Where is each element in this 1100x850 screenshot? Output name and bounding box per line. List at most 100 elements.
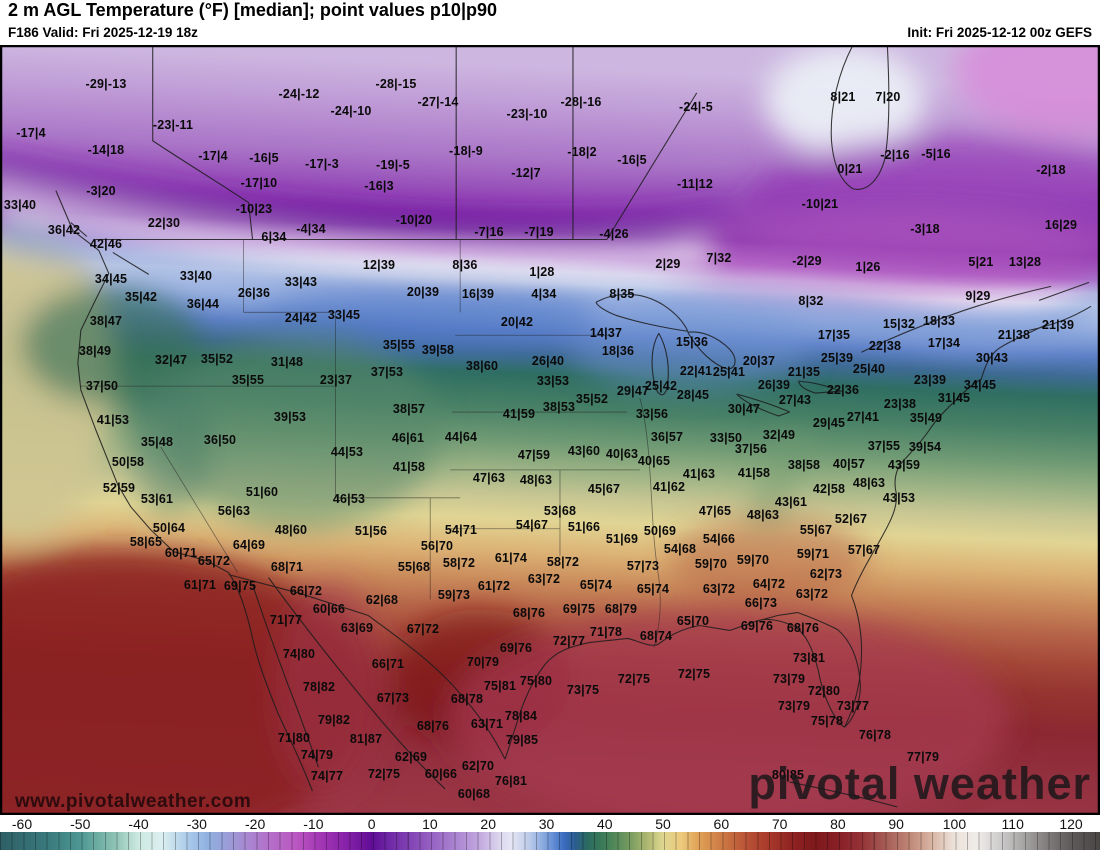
point-value-p10p90: -17|4 — [16, 125, 46, 140]
point-value-p10p90: 60|66 — [424, 766, 458, 781]
point-value-p10p90: 60|66 — [312, 601, 346, 616]
page-title: 2 m AGL Temperature (°F) [median]; point… — [8, 0, 497, 20]
point-value-p10p90: 35|42 — [124, 289, 158, 304]
point-value-p10p90: 71|78 — [589, 624, 623, 639]
point-value-p10p90: -11|12 — [677, 176, 713, 191]
point-value-p10p90: 23|38 — [883, 396, 917, 411]
point-value-p10p90: 68|74 — [639, 628, 673, 643]
point-value-p10p90: 20|37 — [742, 353, 776, 368]
point-value-p10p90: -5|16 — [921, 146, 951, 161]
vancouver-island-line — [70, 222, 150, 275]
temperature-map: -29|-13 -24|-12 -24|-10 -28|-15 -27|-14 -23|-… — [0, 45, 1100, 815]
point-value-p10p90: 66|72 — [289, 583, 323, 598]
point-value-p10p90: 36|57 — [650, 429, 684, 444]
colorbar-tick-labels: -60 -50 -40 -30 -20 -10 0 10 20 30 40 50 60 70 80 90 100… — [0, 815, 1100, 832]
colorbar-tick-70: 70 — [771, 816, 788, 832]
mexico-west-coast-line — [268, 577, 446, 790]
point-value-p10p90: 72|75 — [367, 766, 401, 781]
point-value-p10p90: 68|79 — [604, 601, 638, 616]
point-value-p10p90: 68|76 — [416, 718, 450, 733]
point-value-p10p90: 66|73 — [744, 595, 778, 610]
colorbar-tick--30: -30 — [186, 816, 207, 832]
point-value-p10p90: 62|68 — [365, 592, 399, 607]
us-mexico-border-line — [228, 574, 506, 760]
point-value-p10p90: 60|71 — [164, 545, 198, 560]
point-value-p10p90: 31|48 — [270, 354, 304, 369]
point-value-p10p90: -3|18 — [910, 221, 940, 236]
point-value-p10p90: 38|53 — [542, 399, 576, 414]
point-value-p10p90: 60|68 — [457, 786, 491, 801]
point-value-p10p90: 42|58 — [812, 481, 846, 496]
point-value-p10p90: 23|39 — [913, 372, 947, 387]
point-value-p10p90: 65|72 — [197, 553, 231, 568]
point-value-p10p90: 54|71 — [444, 522, 478, 537]
map-frame — [1, 46, 1099, 814]
point-value-p10p90: 65|74 — [579, 577, 613, 592]
colorbar-tick-60: 60 — [713, 816, 730, 832]
point-value-p10p90: 21|39 — [1041, 317, 1075, 332]
point-value-p10p90: 16|29 — [1044, 217, 1078, 232]
point-value-p10p90: 73|75 — [566, 682, 600, 697]
point-value-p10p90: 48|60 — [274, 522, 308, 537]
point-value-p10p90: 75|81 — [483, 678, 517, 693]
lake-ontario-outline — [798, 380, 843, 394]
point-value-p10p90: 6|34 — [261, 229, 287, 244]
point-value-p10p90: 32|49 — [762, 427, 796, 442]
colorbar-tick--20: -20 — [244, 816, 266, 832]
point-value-p10p90: -16|5 — [249, 150, 279, 165]
point-value-p10p90: 51|56 — [354, 523, 388, 538]
point-value-p10p90: 41|58 — [737, 465, 771, 480]
point-value-p10p90: 67|72 — [406, 621, 440, 636]
lake-erie-outline — [736, 393, 791, 417]
point-value-p10p90: 35|52 — [200, 351, 234, 366]
gulf-coast-line — [504, 611, 798, 760]
point-value-p10p90: 59|71 — [796, 546, 830, 561]
point-value-p10p90: 47|63 — [472, 470, 506, 485]
point-value-p10p90: 64|72 — [752, 576, 786, 591]
point-value-p10p90: 1|26 — [855, 259, 881, 274]
point-value-p10p90: 30|43 — [975, 350, 1009, 365]
point-value-p10p90: 58|65 — [129, 534, 163, 549]
point-value-p10p90: 63|71 — [470, 716, 504, 731]
point-value-p10p90: 43|61 — [774, 494, 808, 509]
point-value-p10p90: 27|43 — [778, 392, 812, 407]
point-value-p10p90: -4|26 — [599, 226, 629, 241]
temperature-anomaly-blobs — [1, 46, 1099, 814]
point-value-p10p90: 15|32 — [882, 316, 916, 331]
point-value-p10p90: 44|64 — [444, 429, 478, 444]
st-lawrence-line — [861, 285, 1052, 353]
point-value-p10p90: 73|79 — [777, 698, 811, 713]
lake-huron-outline — [687, 331, 736, 370]
point-value-p10p90: 21|38 — [997, 327, 1031, 342]
point-value-p10p90: 80|85 — [771, 767, 805, 782]
point-value-p10p90: 41|62 — [652, 479, 686, 494]
point-value-p10p90: 39|53 — [273, 409, 307, 424]
point-value-p10p90: 69|75 — [223, 578, 257, 593]
point-value-p10p90: 40|57 — [832, 456, 866, 471]
point-value-p10p90: 50|58 — [111, 454, 145, 469]
point-value-p10p90: 68|71 — [270, 559, 304, 574]
point-value-p10p90: 21|35 — [787, 364, 821, 379]
init-time-label: Init: Fri 2025-12-12 00z GEFS — [907, 25, 1092, 40]
point-value-p10p90: 62|73 — [809, 566, 843, 581]
point-value-p10p90: 73|77 — [836, 698, 870, 713]
canada-borders — [95, 46, 698, 241]
point-value-p10p90: 5|21 — [968, 254, 994, 269]
state-border-lines — [80, 239, 661, 648]
point-value-p10p90: -29|-13 — [85, 76, 127, 91]
point-value-p10p90: -10|21 — [801, 196, 839, 211]
point-value-p10p90: 41|63 — [682, 466, 716, 481]
temperature-field-map — [1, 46, 1099, 814]
point-value-p10p90: 47|65 — [698, 503, 732, 518]
point-value-p10p90: 51|69 — [605, 531, 639, 546]
point-value-p10p90: -7|16 — [474, 224, 504, 239]
point-value-p10p90: -14|18 — [87, 142, 125, 157]
point-value-p10p90: -7|19 — [524, 224, 554, 239]
point-value-p10p90: 67|73 — [376, 690, 410, 705]
point-value-p10p90: 55|68 — [397, 559, 431, 574]
point-value-p10p90: 39|58 — [421, 342, 455, 357]
point-value-p10p90: 33|45 — [327, 307, 361, 322]
point-value-p10p90: -23|-10 — [506, 106, 548, 121]
point-value-p10p90: 33|50 — [709, 430, 743, 445]
watermark-url: www.pivotalweather.com — [15, 791, 252, 812]
